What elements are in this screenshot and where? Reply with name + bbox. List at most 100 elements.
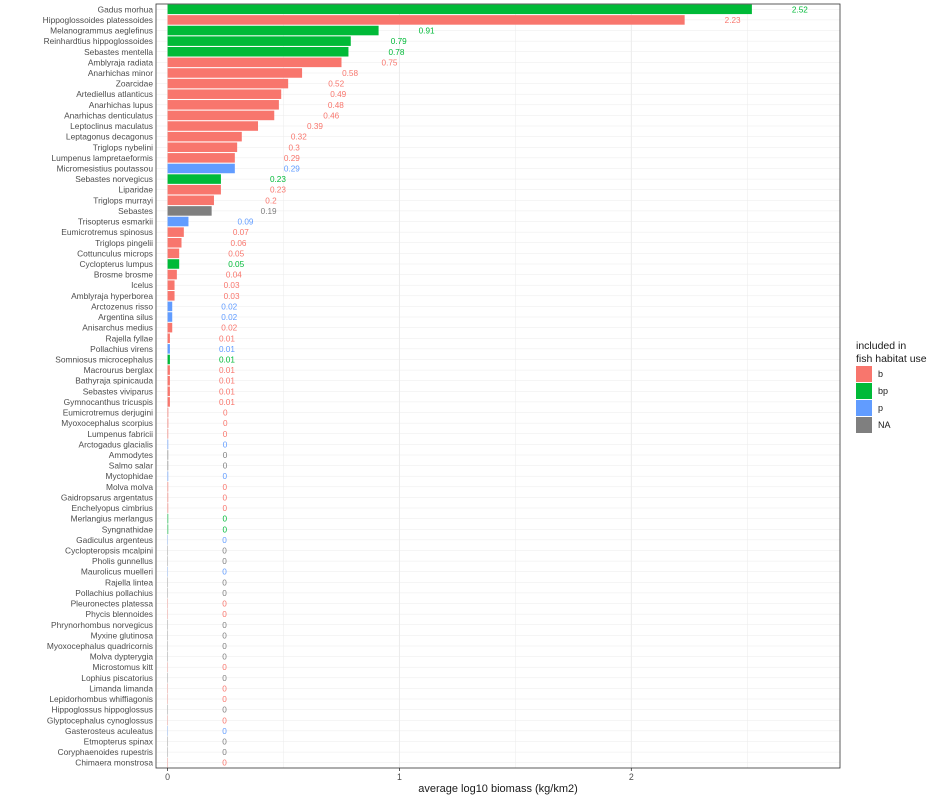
bar — [167, 291, 175, 301]
bar-value-label: 0.03 — [224, 281, 240, 290]
bar-value-label: 0.04 — [226, 271, 242, 280]
bar — [167, 15, 685, 25]
category-tick-label: Icelus — [131, 280, 153, 290]
category-tick-label: Sebastes norvegicus — [75, 174, 153, 184]
bar-value-label: 0.39 — [307, 122, 323, 131]
bar-value-label: 0.58 — [342, 69, 358, 78]
category-tick-label: Sebastes — [118, 206, 153, 216]
bar-value-label: 0.48 — [328, 101, 344, 110]
legend-label: bp — [878, 386, 888, 396]
bar-value-label: 0.23 — [270, 175, 286, 184]
bar — [167, 439, 169, 450]
bar-value-label: 2.23 — [725, 16, 741, 25]
category-tick-label: Arctozenus risso — [91, 301, 153, 311]
bar-value-label: 0.01 — [219, 398, 235, 407]
bar — [167, 184, 221, 195]
bar-value-label: 0 — [223, 504, 228, 513]
bar — [167, 407, 169, 418]
bar-value-label: 0 — [223, 493, 228, 502]
category-tick-label: Myoxocephalus scorpius — [61, 418, 153, 428]
x-axis: 0 1 2 — [165, 768, 634, 782]
category-tick-label: Myoxocephalus quadricornis — [47, 641, 153, 651]
bar-value-label: 0 — [222, 578, 227, 587]
category-tick-label: Triglops nybelini — [93, 142, 153, 152]
bar — [167, 142, 238, 153]
bar — [167, 131, 242, 142]
bar — [167, 322, 173, 333]
bar-value-label: 0.02 — [221, 324, 237, 333]
category-tick-label: Maurolicus muelleri — [81, 567, 153, 577]
category-tick-label: Molva dypterygia — [90, 652, 154, 662]
bar-value-label: 0.05 — [228, 249, 244, 258]
bar-value-label: 0.19 — [261, 207, 277, 216]
category-tick-label: Anisarchus medius — [82, 323, 153, 333]
bar-value-label: 0 — [222, 737, 227, 746]
bar-value-label: 0.05 — [228, 260, 244, 269]
bar-value-label: 0.29 — [284, 154, 300, 163]
category-tick-label: Lumpenus lampretaeformis — [52, 153, 153, 163]
bar-value-label: 0 — [223, 419, 228, 428]
bar-value-label: 0 — [223, 525, 228, 534]
bar — [167, 354, 170, 365]
bar-value-label: 0 — [223, 451, 228, 460]
bar — [167, 248, 180, 259]
bar — [167, 280, 175, 290]
bar — [167, 216, 189, 227]
bar — [167, 418, 169, 428]
bar-value-label: 0.49 — [330, 90, 346, 99]
x-tick-label: 1 — [397, 772, 402, 782]
bar-value-label: 0.02 — [221, 313, 237, 322]
bar-value-label: 0 — [222, 642, 227, 651]
category-tick-label: Eumicrotremus derjugini — [63, 408, 153, 418]
bar — [167, 227, 184, 237]
category-tick-label: Arctogadus glacialis — [79, 439, 153, 449]
category-tick-label: Trisopterus esmarkii — [78, 217, 153, 227]
category-tick-label: Coryphaenoides rupestris — [58, 747, 153, 757]
category-tick-label: Macrourus berglax — [84, 365, 154, 375]
bar — [167, 471, 169, 481]
bar — [167, 312, 173, 322]
category-tick-label: Cyclopterus lumpus — [79, 259, 153, 269]
bar-value-label: 0.07 — [233, 228, 249, 237]
category-tick-label: Anarhichas minor — [88, 68, 153, 78]
legend-swatch — [856, 383, 872, 399]
bar-value-label: 0.75 — [382, 58, 398, 67]
bar-value-label: 0.06 — [231, 239, 247, 248]
bar-value-label: 0 — [222, 674, 227, 683]
bar — [167, 397, 170, 407]
category-tick-label: Merlangius merlangus — [71, 514, 153, 524]
bar — [167, 460, 169, 471]
category-tick-label: Leptoclinus maculatus — [70, 121, 153, 131]
bar-value-label: 0 — [222, 653, 227, 662]
bar — [167, 46, 349, 57]
legend-title-line-1: included in — [856, 340, 906, 352]
category-tick-label: Microstomus kitt — [93, 662, 154, 672]
bar-value-label: 0.2 — [265, 196, 277, 205]
category-tick-label: Chimaera monstrosa — [75, 758, 153, 768]
bar-value-label: 0.52 — [328, 80, 344, 89]
category-tick-label: Sebastes viviparus — [83, 386, 153, 396]
category-tick-label: Micromesistius poutassou — [57, 163, 154, 173]
bar-value-label: 0 — [222, 727, 227, 736]
legend: included in fish habitat use b bp p NA — [856, 340, 927, 433]
bar-value-label: 0 — [222, 600, 227, 609]
value-labels: 2.52 2.23 0.91 0.79 0.780.75 0.58 0.520.49 0.48… — [219, 5, 808, 767]
category-tick-label: Reinhardtius hippoglossoides — [44, 36, 153, 46]
bar — [167, 524, 169, 535]
bar-value-label: 0 — [222, 557, 227, 566]
bar-value-label: 0.29 — [284, 164, 300, 173]
category-tick-label: Molva molva — [106, 482, 153, 492]
bar — [167, 195, 214, 206]
bar — [167, 110, 275, 121]
category-tick-label: Cottunculus microps — [77, 248, 153, 258]
bar-value-label: 0.23 — [270, 186, 286, 195]
category-tick-label: Triglops murrayi — [93, 195, 153, 205]
bar-value-label: 0.91 — [419, 27, 435, 36]
category-tick-label: Gymnocanthus tricuspis — [64, 397, 153, 407]
bar-value-label: 0.3 — [288, 143, 300, 152]
bar — [167, 513, 169, 524]
bar — [167, 4, 752, 15]
bar-value-label: 0 — [223, 472, 228, 481]
bar — [167, 492, 169, 503]
